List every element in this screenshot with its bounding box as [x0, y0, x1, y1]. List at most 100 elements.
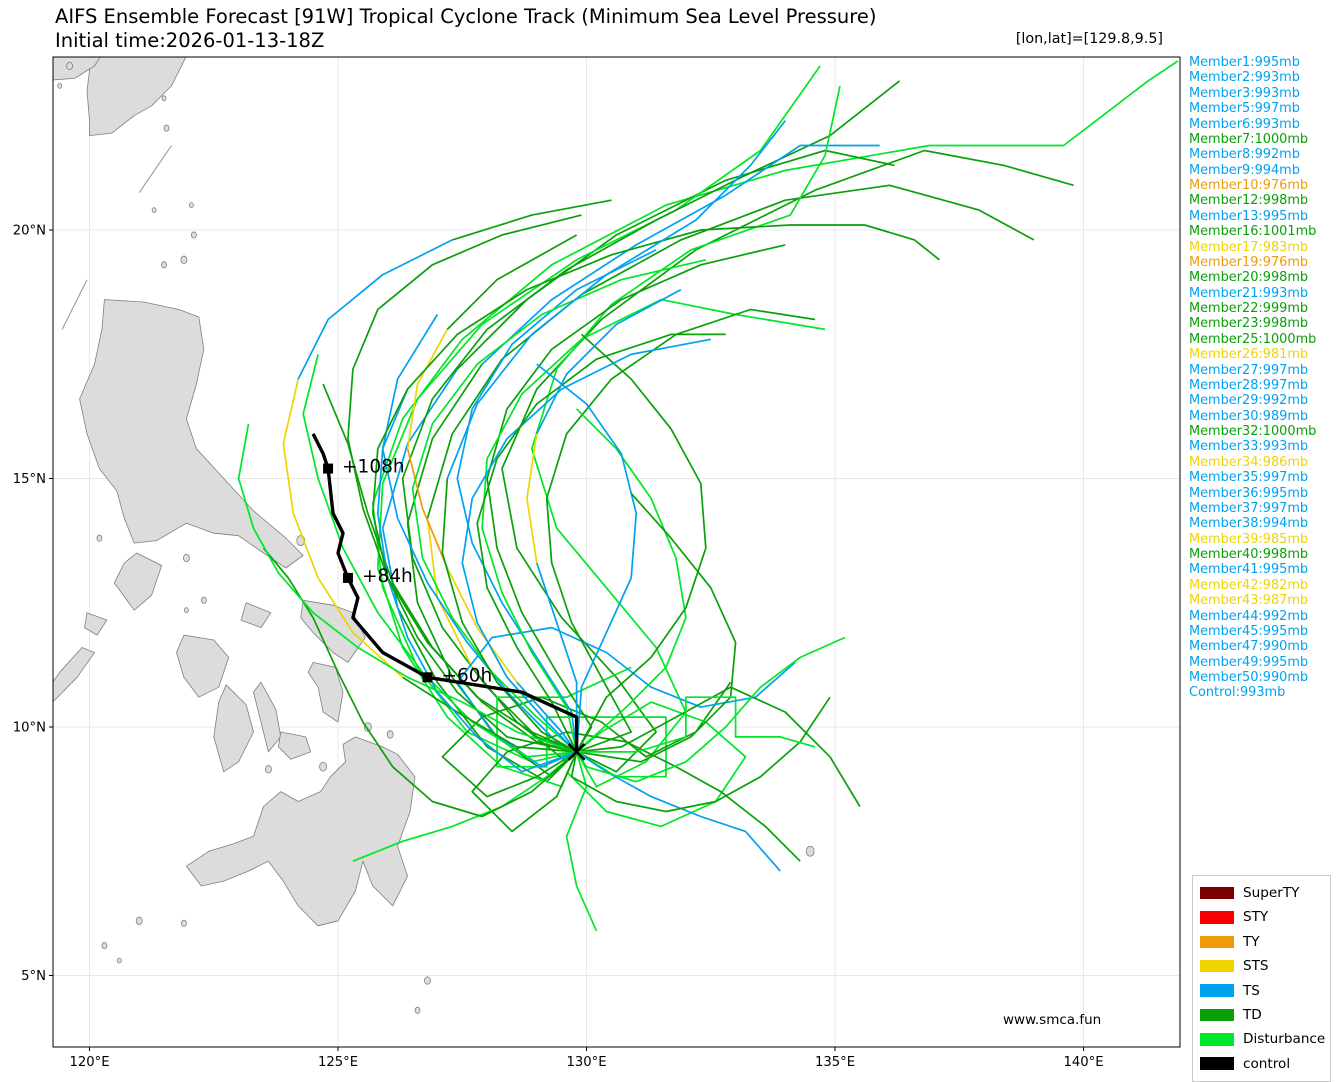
islet	[190, 231, 197, 239]
member-item: Member5:997mb	[1189, 101, 1300, 117]
islet	[183, 553, 190, 563]
x-tick-label: 140°E	[1063, 1055, 1103, 1070]
ensemble-track-segment	[476, 333, 726, 753]
member-item: Member7:1000mb	[1189, 131, 1309, 147]
legend-swatch	[1200, 935, 1234, 949]
legend-label: SuperTY	[1243, 885, 1300, 901]
member-item: Member22:999mb	[1189, 301, 1309, 316]
ensemble-track-segment	[526, 433, 538, 564]
islet	[424, 976, 431, 985]
ensemble-track-segment	[446, 234, 578, 331]
islet	[181, 919, 187, 927]
member-item: Member21:993mb	[1189, 285, 1309, 301]
member-item: Member2:993mb	[1189, 70, 1300, 86]
x-tick-label: 120°E	[69, 1055, 109, 1070]
ensemble-track-segment	[426, 184, 1035, 519]
legend-swatch	[1200, 959, 1234, 973]
member-item: Member8:992mb	[1189, 147, 1300, 163]
ensemble-track-segment	[441, 681, 732, 798]
legend-label: TD	[1243, 1006, 1262, 1023]
ensemble-track-segment	[530, 85, 841, 788]
member-item: Member41:995mb	[1189, 562, 1309, 578]
islet	[414, 1006, 421, 1014]
islet	[161, 95, 167, 102]
legend-label: TS	[1243, 982, 1260, 999]
legend-label: TY	[1243, 933, 1260, 950]
islet	[265, 765, 272, 774]
ensemble-track-segment	[461, 338, 711, 753]
ensemble-track-segment	[536, 363, 638, 752]
ensemble-track-segment	[347, 214, 582, 753]
member-item: Member27:997mb	[1189, 362, 1309, 378]
ensemble-track-segment	[501, 149, 1074, 773]
member-item: Member34:986mb	[1189, 454, 1309, 470]
island-panay	[176, 634, 230, 698]
ensemble-track-segment	[352, 751, 578, 862]
x-tick-label: 125°E	[318, 1055, 358, 1070]
member-item: Member47:990mb	[1189, 639, 1309, 655]
islet	[188, 202, 194, 209]
island-palawan	[53, 647, 95, 703]
ensemble-track-segment	[545, 308, 816, 753]
member-item: Member16:1001mb	[1189, 224, 1317, 240]
legend-label: Disturbance	[1243, 1031, 1326, 1048]
member-item: Member32:1000mb	[1189, 424, 1317, 439]
ensemble-track-segment	[576, 492, 737, 763]
legend-swatch	[1200, 984, 1234, 997]
member-list: Member1:995mb Member2:993mb Member3:993mb M…	[1189, 55, 1316, 701]
ensemble-track-segment	[575, 408, 687, 753]
member-item: Member12:998mb	[1189, 193, 1309, 209]
ensemble-track-segment	[536, 288, 682, 435]
ensemble-track-segment	[565, 701, 747, 828]
member-item: Member20:998mb	[1189, 270, 1309, 286]
page-title: AIFS Ensemble Forecast [91W] Tropical Cy…	[55, 5, 877, 28]
watermark: www.smca.fun	[1003, 1012, 1102, 1028]
y-tick-label: 5°N	[21, 969, 46, 984]
member-item: Member35:997mb	[1189, 470, 1309, 486]
ensemble-track-segment	[456, 249, 657, 753]
islet	[101, 942, 108, 950]
ensemble-track-segment	[402, 676, 577, 753]
member-item: Member42:982mb	[1189, 577, 1309, 593]
island-culion	[84, 612, 108, 636]
genesis-lonlat: [lon,lat]=[129.8,9.5]	[1015, 31, 1163, 47]
member-item: Member50:990mb	[1189, 670, 1309, 685]
y-tick-label: 15°N	[13, 472, 46, 487]
ensemble-track-segment	[406, 448, 449, 569]
legend-item-ty: TY	[1200, 934, 1330, 950]
member-item: Member10:976mb	[1189, 178, 1309, 193]
control-track	[311, 433, 579, 752]
forecast-hour-marker	[422, 672, 433, 683]
ensemble-track-segment	[446, 567, 518, 683]
ensemble-track-segment	[575, 636, 846, 783]
member-item: Member19:976mb	[1189, 254, 1309, 270]
ensemble-track-segment	[282, 378, 404, 678]
island-mindanao	[185, 736, 416, 927]
island-masbate	[240, 602, 272, 628]
ensemble-track-segment	[406, 328, 449, 449]
ensemble-track-segment	[481, 298, 826, 753]
member-item: Member36:995mb	[1189, 485, 1309, 501]
legend-swatch	[1200, 886, 1234, 900]
ensemble-track-segment	[576, 686, 861, 807]
legend-item-disturbance: Disturbance	[1200, 1031, 1330, 1047]
ensemble-track-segment	[486, 244, 786, 753]
member-item: Member43:987mb	[1189, 593, 1309, 609]
legend-label: STS	[1243, 958, 1269, 975]
legend-label: control	[1243, 1055, 1291, 1072]
member-item: Member33:993mb	[1189, 439, 1309, 455]
map-content: +60h +84h +108h	[53, 57, 1180, 1047]
ensemble-track-segment	[452, 199, 612, 241]
intensity-legend: SuperTY STY TY STS TS TD Disturbance control	[1192, 875, 1331, 1082]
legend-item-td: TD	[1200, 1007, 1330, 1023]
member-item: Control:993mb	[1189, 685, 1286, 701]
ensemble-track-segment	[406, 363, 578, 778]
member-item: Member30:989mb	[1189, 408, 1309, 424]
member-item: Member37:997mb	[1189, 500, 1309, 516]
island-mindoro	[113, 552, 163, 611]
islet	[180, 255, 188, 264]
ensemble-track-segment	[371, 224, 940, 753]
forecast-hour-marker	[323, 463, 334, 474]
axes-spines	[52, 56, 1181, 1048]
forecast-hour-marker	[342, 572, 353, 583]
